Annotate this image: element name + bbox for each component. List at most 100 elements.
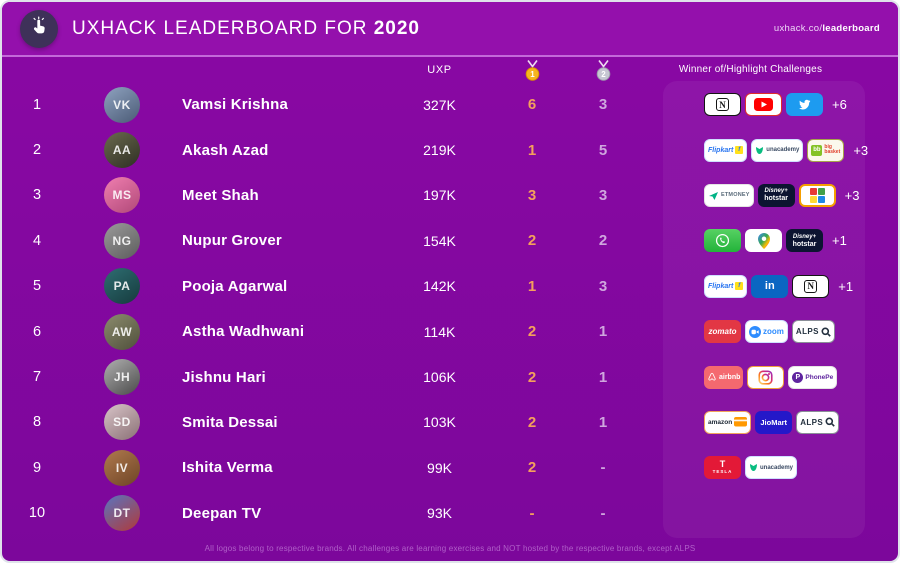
avatar: NG — [104, 222, 140, 259]
phonepe-logo: P PhonePe — [788, 365, 838, 389]
unacademy-logo: unacademy — [745, 456, 798, 480]
uxp-value: 93K — [427, 505, 452, 522]
extra-count: +1 — [838, 278, 854, 294]
challenge-brands: Disney+ hotstar +1 — [639, 229, 898, 253]
youtube-play-icon — [754, 98, 773, 112]
player-name: Jishnu Hari — [182, 368, 266, 386]
challenge-brands: N +6 — [639, 93, 898, 117]
avatar: PA — [104, 268, 140, 305]
leaderboard-table: 1 VK Vamsi Krishna 327K 6 3 N +6 2 AA Aka… — [2, 82, 898, 536]
airbnb-logo: airbnb — [704, 365, 744, 389]
flipkart-logo: Flipkart f — [704, 138, 748, 162]
googlemaps-logo — [745, 229, 782, 253]
table-row[interactable]: 4 NG Nupur Grover 154K 2 2 Disney+ hotsta… — [2, 218, 898, 263]
uxp-value: 154K — [423, 232, 456, 249]
player-name: Astha Wadhwani — [182, 323, 305, 341]
gold-count: 2 — [527, 232, 537, 250]
uxp-value: 114K — [423, 323, 456, 340]
player-name: Akash Azad — [182, 141, 269, 159]
extra-count: +1 — [832, 233, 847, 249]
airbnb-belo-icon — [708, 372, 716, 381]
uxp-value: 142K — [423, 278, 456, 295]
gold-count: 1 — [527, 277, 537, 295]
challenge-brands: ETMONEY Disney+ hotstar +3 — [639, 183, 898, 207]
zoom-logo: zoom — [745, 320, 788, 344]
alps-magnifier-icon — [821, 327, 831, 337]
amazonpay-logo: amazon — [704, 410, 752, 434]
player-name: Vamsi Krishna — [182, 96, 288, 114]
gold-count: 2 — [527, 413, 537, 431]
amazon-pay-card-icon — [734, 417, 748, 427]
site-url[interactable]: uxhack.co/leaderboard — [773, 23, 880, 34]
table-row[interactable]: 1 VK Vamsi Krishna 327K 6 3 N +6 — [2, 82, 898, 127]
svg-text:1: 1 — [530, 70, 535, 79]
rank: 2 — [32, 142, 42, 159]
google-maps-pin-icon — [757, 232, 770, 249]
page-title: UXHACK LEADERBOARD FOR 2020 — [72, 17, 421, 39]
extra-count: +3 — [853, 142, 869, 158]
tesla-t-icon: T — [719, 459, 726, 470]
uxp-value: 106K — [423, 369, 456, 386]
linkedin-logo: in — [751, 274, 789, 298]
silver-count: 2 — [598, 232, 608, 250]
table-row[interactable]: 2 AA Akash Azad 219K 1 5 Flipkart f unacad… — [2, 127, 898, 172]
gold-medal-icon: 1 — [497, 57, 567, 82]
unacademy-u-icon — [756, 146, 764, 154]
gold-count: 2 — [527, 459, 537, 477]
challenges-column-header: Winner of/Highlight Challenges — [678, 64, 823, 75]
notion-n-icon: N — [716, 98, 729, 112]
uxp-value: 219K — [423, 142, 456, 159]
uxhack-logo — [20, 9, 58, 48]
table-row[interactable]: 8 SD Smita Dessai 103K 2 1 amazon JioMart… — [2, 400, 898, 445]
silver-count: - — [600, 504, 606, 522]
bigbasket-logo: bb big basket — [807, 138, 845, 162]
svg-text:2: 2 — [601, 70, 606, 79]
jiomart-logo: JioMart — [755, 410, 793, 434]
uxp-column-header: UXP — [427, 63, 452, 76]
hotstar-logo: Disney+ hotstar — [786, 229, 823, 253]
rank: 10 — [28, 505, 46, 522]
table-row[interactable]: 6 AW Astha Wadhwani 114K 2 1 zomato zoom A… — [2, 309, 898, 354]
challenge-brands: T TESLA unacademy — [639, 456, 898, 480]
table-row[interactable]: 9 IV Ishita Verma 99K 2 - T TESLA unacadem… — [2, 445, 898, 490]
gold-count: - — [529, 504, 535, 522]
silver-count: 3 — [598, 96, 608, 114]
player-name: Smita Dessai — [182, 413, 278, 431]
silver-count: 1 — [598, 368, 608, 386]
silver-count: 3 — [598, 186, 608, 204]
alps-magnifier-icon — [825, 417, 835, 428]
flipkart-logo: Flipkart f — [704, 274, 748, 298]
rank: 4 — [32, 232, 42, 249]
unacademy-u-icon — [750, 464, 757, 472]
table-row[interactable]: 5 PA Pooja Agarwal 142K 1 3 Flipkart f in N… — [2, 264, 898, 309]
disclaimer: All logos belong to respective brands. A… — [204, 544, 696, 553]
flipkart-tag-icon: f — [735, 146, 744, 155]
extra-count: +6 — [832, 97, 847, 113]
gold-count: 1 — [527, 141, 537, 159]
challenge-brands: Flipkart f in N +1 — [639, 274, 898, 298]
table-row[interactable]: 7 JH Jishnu Hari 106K 2 1 airbnb P PhonePe — [2, 354, 898, 399]
whatsapp-logo — [704, 229, 741, 253]
ludoking-logo — [798, 183, 836, 207]
challenge-brands: zomato zoom ALPS — [639, 320, 898, 344]
rank: 5 — [32, 278, 42, 295]
whatsapp-phone-icon — [715, 234, 730, 248]
etmoney-logo: ETMONEY — [704, 183, 754, 207]
header: UXHACK LEADERBOARD FOR 2020 uxhack.co/le… — [2, 2, 898, 57]
extra-count: +3 — [844, 187, 860, 203]
avatar: DT — [104, 495, 140, 532]
table-row[interactable]: 3 MS Meet Shah 197K 3 3 ETMONEY Disney+ ho… — [2, 173, 898, 218]
avatar: SD — [104, 404, 140, 441]
challenge-brands: amazon JioMart ALPS — [639, 410, 898, 434]
etmoney-plane-icon — [709, 191, 718, 200]
phonepe-circle-icon: P — [792, 371, 804, 383]
instagram-camera-icon — [758, 369, 773, 385]
player-name: Deepan TV — [182, 504, 262, 522]
silver-medal-icon: 2 — [567, 57, 639, 82]
table-row[interactable]: 10 DT Deepan TV 93K - - — [2, 491, 898, 536]
rank: 9 — [32, 459, 42, 476]
avatar: VK — [104, 86, 140, 123]
ludo-board-icon — [809, 187, 825, 203]
silver-count: 1 — [598, 413, 608, 431]
